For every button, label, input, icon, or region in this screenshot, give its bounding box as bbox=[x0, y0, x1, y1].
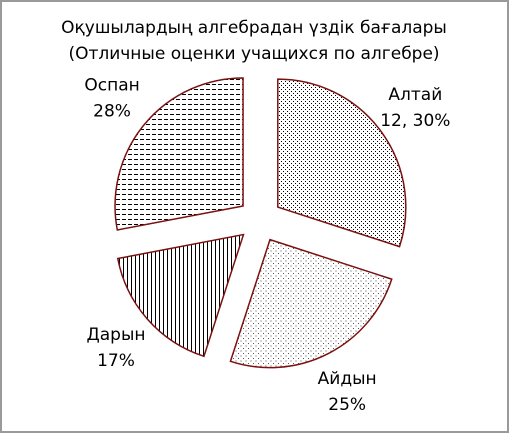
slice-label: Дарын bbox=[86, 325, 145, 345]
value-label: 12, 30% bbox=[380, 111, 450, 131]
pie-slice bbox=[114, 77, 244, 231]
chart-subtitle: (Отличные оценки учащихся по алгебре) bbox=[68, 44, 439, 64]
value-label: 17% bbox=[97, 351, 135, 371]
value-label: 25% bbox=[328, 395, 366, 415]
pie-slice bbox=[116, 233, 245, 358]
chart: Оқушылардың алгебрадан үздік бағалары (О… bbox=[61, 18, 450, 415]
pie-slice bbox=[229, 238, 393, 369]
chart-title: Оқушылардың алгебрадан үздік бағалары bbox=[61, 18, 447, 38]
value-label: 28% bbox=[93, 102, 131, 122]
slice-label: Оспан bbox=[84, 76, 139, 96]
pie-slice bbox=[277, 78, 407, 248]
slice-label: Алтай bbox=[388, 85, 442, 105]
slice-label: Айдын bbox=[318, 369, 377, 389]
